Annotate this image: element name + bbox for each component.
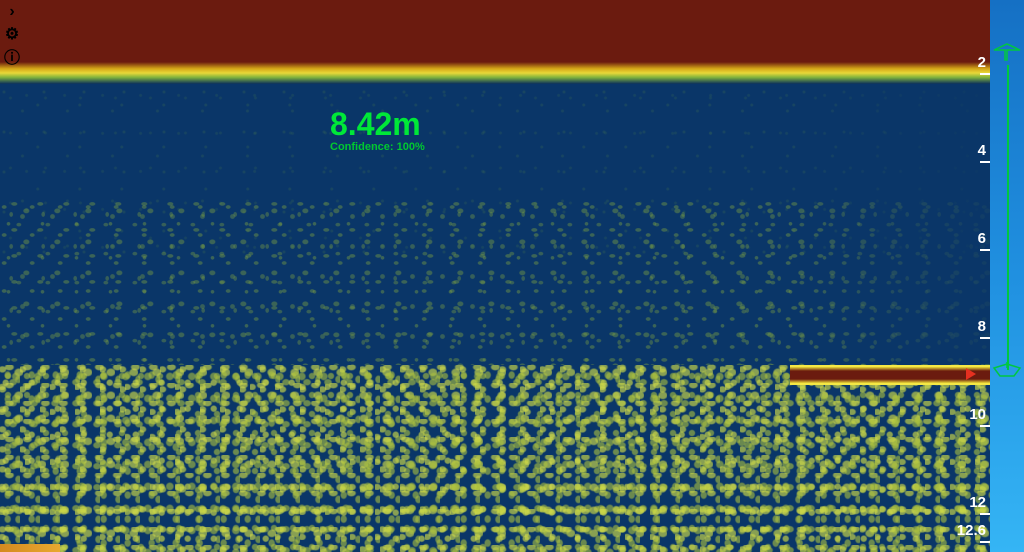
noise-dense [0, 365, 990, 552]
bottom-pointer-icon [966, 368, 976, 380]
confidence-label: Confidence: 100% [330, 141, 425, 153]
transducer-range-line [1007, 65, 1009, 370]
gear-icon: ⚙ [5, 24, 19, 44]
toolbar: › ⚙ ⓘ [2, 2, 22, 66]
recent-column-fade [790, 84, 990, 364]
depth-tick: 12.6 [957, 522, 986, 539]
info-button[interactable]: ⓘ [2, 46, 22, 66]
info-icon: ⓘ [4, 44, 20, 68]
surface-return-band [0, 0, 990, 68]
sonar-echogram[interactable] [0, 0, 990, 552]
depth-readout: 8.42m Confidence: 100% [330, 108, 425, 153]
depth-value: 8.42m [330, 108, 425, 140]
depth-tick: 12 [969, 494, 986, 511]
depth-tick: 8 [978, 318, 986, 335]
depth-tick: 2 [978, 54, 986, 71]
bottom-marker-icon [992, 362, 1022, 382]
a-scope-column[interactable] [990, 0, 1024, 552]
expand-button[interactable]: › [2, 2, 22, 22]
bottom-return-strip [790, 365, 990, 385]
depth-tick: 10 [969, 406, 986, 423]
settings-button[interactable]: ⚙ [2, 24, 22, 44]
depth-tick: 6 [978, 230, 986, 247]
surface-transition [0, 62, 990, 84]
surface-marker-icon [992, 42, 1022, 62]
depth-tick: 4 [978, 142, 986, 159]
chevron-right-icon: › [9, 3, 14, 21]
color-scale-bar [0, 544, 60, 552]
